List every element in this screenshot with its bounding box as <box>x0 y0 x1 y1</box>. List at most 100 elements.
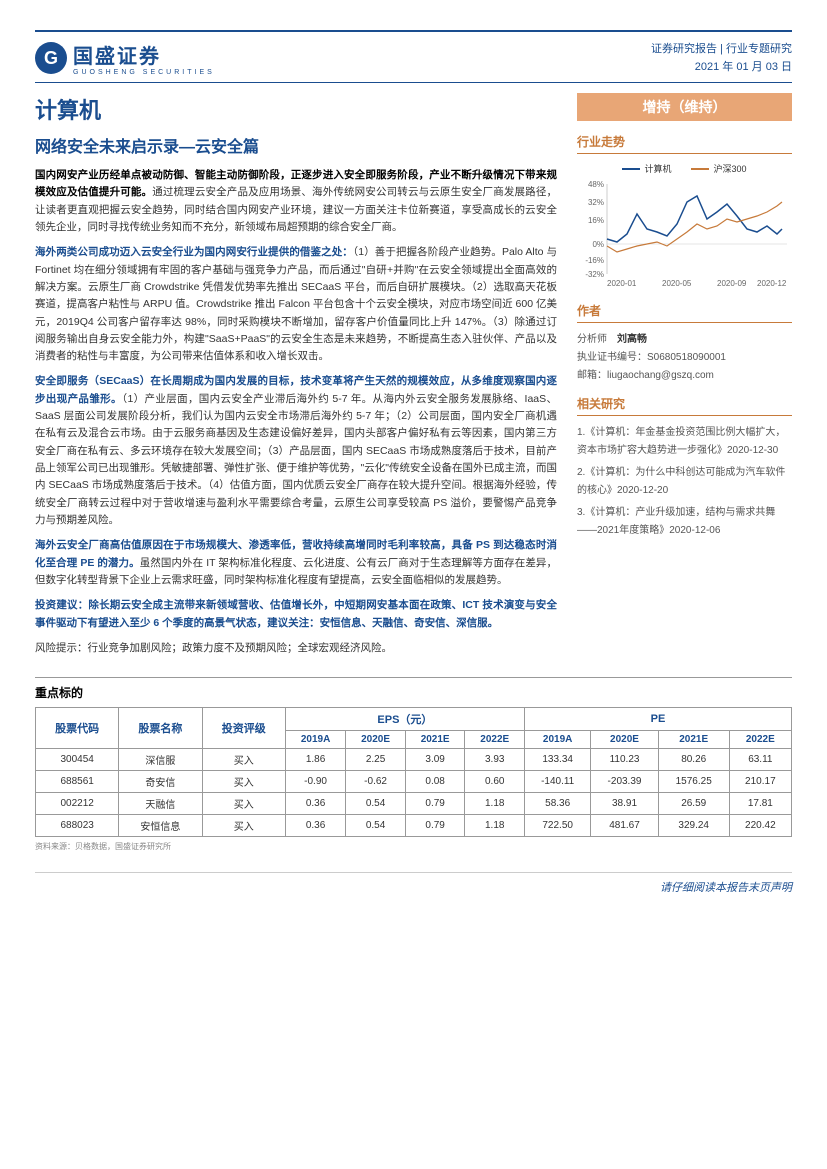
table-row: 688023安恒信息买入0.360.540.791.18722.50481.67… <box>36 814 792 836</box>
author-title: 作者 <box>577 302 792 323</box>
title-main: 计算机 <box>35 93 557 125</box>
side-column: 增持（维持） 行业走势 计算机 沪深300 48% 32% 16% 0% -16… <box>577 93 792 665</box>
legend-2-line <box>691 168 709 170</box>
p5-lead: 投资建议：除长期云安全成主流带来新领域营收、估值增长外，中短期网安基本面在政策、… <box>35 599 557 628</box>
p2-rest: （1）善于把握各阶段产业趋势。Palo Alto 与 Fortinet 均在细分… <box>35 246 557 362</box>
th-pe: PE <box>525 707 792 730</box>
table-cell: 300454 <box>36 748 119 770</box>
related-item-0: 1.《计算机：年金基金投资范围比例大幅扩大，资本市场扩容大趋势进一步强化》202… <box>577 424 792 460</box>
table-row: 002212天融信买入0.360.540.791.1858.3638.9126.… <box>36 792 792 814</box>
table-cell: 0.54 <box>346 792 406 814</box>
table-cell: 63.11 <box>729 748 791 770</box>
table-cell: 0.36 <box>285 792 345 814</box>
table-cell: -203.39 <box>591 770 658 792</box>
logo-icon: G <box>35 42 67 74</box>
ylabel-3: 0% <box>592 240 604 249</box>
table-cell: 481.67 <box>591 814 658 836</box>
th-name: 股票名称 <box>119 707 202 748</box>
table-cell: 17.81 <box>729 792 791 814</box>
footer-disclaimer: 请仔细阅读本报告末页声明 <box>35 872 792 895</box>
xlabel-2: 2020-09 <box>717 279 747 288</box>
table-cell: 688561 <box>36 770 119 792</box>
legend-2-label: 沪深300 <box>713 162 746 175</box>
th-eps-2021e: 2021E <box>405 730 465 748</box>
cert-label: 执业证书编号： <box>577 352 647 363</box>
table-cell: 0.79 <box>405 814 465 836</box>
company-sub: GUOSHENG SECURITIES <box>73 69 215 76</box>
legend-2: 沪深300 <box>691 162 746 175</box>
related-item-2: 3.《计算机：产业升级加速，结构与需求共舞——2021年度策略》2020-12-… <box>577 504 792 540</box>
report-date: 2021 年 01 月 03 日 <box>651 58 792 74</box>
report-type-sep: | <box>717 43 726 55</box>
th-eps-2022e: 2022E <box>465 730 525 748</box>
table-cell: -0.90 <box>285 770 345 792</box>
table-section: 重点标的 股票代码 股票名称 投资评级 EPS（元） PE 2019A 2020… <box>35 677 792 852</box>
table-header-row-1: 股票代码 股票名称 投资评级 EPS（元） PE <box>36 707 792 730</box>
table-cell: -0.62 <box>346 770 406 792</box>
table-cell: 722.50 <box>525 814 591 836</box>
risk-block: 风险提示：行业竞争加剧风险；政策力度不及预期风险；全球宏观经济风险。 <box>35 640 557 655</box>
table-cell: 安恒信息 <box>119 814 202 836</box>
report-type-2: 行业专题研究 <box>726 43 792 55</box>
author-block: 分析师 刘高畅 执业证书编号：S0680518090001 邮箱：liugaoc… <box>577 331 792 385</box>
ylabel-0: 48% <box>588 180 604 189</box>
th-pe-2022e: 2022E <box>729 730 791 748</box>
table-title: 重点标的 <box>35 677 792 701</box>
related-list: 1.《计算机：年金基金投资范围比例大幅扩大，资本市场扩容大趋势进一步强化》202… <box>577 424 792 540</box>
risk-text: 行业竞争加剧风险；政策力度不及预期风险；全球宏观经济风险。 <box>88 642 393 654</box>
th-pe-2020e: 2020E <box>591 730 658 748</box>
th-rating: 投资评级 <box>202 707 285 748</box>
table-cell: 210.17 <box>729 770 791 792</box>
ylabel-2: 16% <box>588 216 604 225</box>
ylabel-1: 32% <box>588 198 604 207</box>
table-cell: 329.24 <box>658 814 729 836</box>
table-cell: 0.60 <box>465 770 525 792</box>
ylabel-5: -32% <box>585 270 604 279</box>
table-cell: 0.36 <box>285 814 345 836</box>
report-type-1: 证券研究报告 <box>651 43 717 55</box>
risk-label: 风险提示： <box>35 642 88 654</box>
body-text: 国内网安产业历经单点被动防御、智能主动防御阶段，正逐步进入安全即服务阶段，产业不… <box>35 167 557 632</box>
table-cell: -140.11 <box>525 770 591 792</box>
p2-lead: 海外两类公司成功迈入云安全行业为国内网安行业提供的借鉴之处： <box>35 246 353 258</box>
author-role: 分析师 <box>577 334 607 345</box>
th-eps-2019a: 2019A <box>285 730 345 748</box>
p3-rest: （1）产业层面，国内云安全产业滞后海外约 5-7 年。从海内外云安全服务发展脉络… <box>35 393 557 526</box>
header: G 国盛证券 GUOSHENG SECURITIES 证券研究报告 | 行业专题… <box>35 40 792 76</box>
related-title: 相关研究 <box>577 395 792 416</box>
top-border <box>35 30 792 32</box>
series-2-path <box>607 202 782 252</box>
table-cell: 110.23 <box>591 748 658 770</box>
table-cell: 买入 <box>202 748 285 770</box>
legend-1-label: 计算机 <box>644 162 671 175</box>
cert-value: S0680518090001 <box>647 352 726 363</box>
xlabel-3: 2020-12 <box>757 279 787 288</box>
main-column: 计算机 网络安全未来启示录—云安全篇 国内网安产业历经单点被动防御、智能主动防御… <box>35 93 557 665</box>
legend-1: 计算机 <box>622 162 671 175</box>
table-cell: 002212 <box>36 792 119 814</box>
series-1-path <box>607 196 782 242</box>
table-cell: 3.09 <box>405 748 465 770</box>
table-cell: 3.93 <box>465 748 525 770</box>
email-value: liugaochang@gszq.com <box>607 370 714 381</box>
table-cell: 1.86 <box>285 748 345 770</box>
stock-table: 股票代码 股票名称 投资评级 EPS（元） PE 2019A 2020E 202… <box>35 707 792 837</box>
table-row: 688561奇安信买入-0.90-0.620.080.60-140.11-203… <box>36 770 792 792</box>
company-name: 国盛证券 <box>73 46 161 68</box>
header-right: 证券研究报告 | 行业专题研究 2021 年 01 月 03 日 <box>651 40 792 74</box>
table-cell: 0.79 <box>405 792 465 814</box>
th-pe-2021e: 2021E <box>658 730 729 748</box>
table-cell: 0.08 <box>405 770 465 792</box>
th-eps: EPS（元） <box>285 707 524 730</box>
table-cell: 133.34 <box>525 748 591 770</box>
title-sub: 网络安全未来启示录—云安全篇 <box>35 133 557 157</box>
table-cell: 2.25 <box>346 748 406 770</box>
table-cell: 38.91 <box>591 792 658 814</box>
table-cell: 买入 <box>202 792 285 814</box>
table-cell: 天融信 <box>119 792 202 814</box>
table-cell: 26.59 <box>658 792 729 814</box>
related-item-1: 2.《计算机：为什么中科创达可能成为汽车软件的核心》2020-12-20 <box>577 464 792 500</box>
logo-block: G 国盛证券 GUOSHENG SECURITIES <box>35 40 215 76</box>
email-label: 邮箱： <box>577 370 607 381</box>
table-cell: 1.18 <box>465 792 525 814</box>
